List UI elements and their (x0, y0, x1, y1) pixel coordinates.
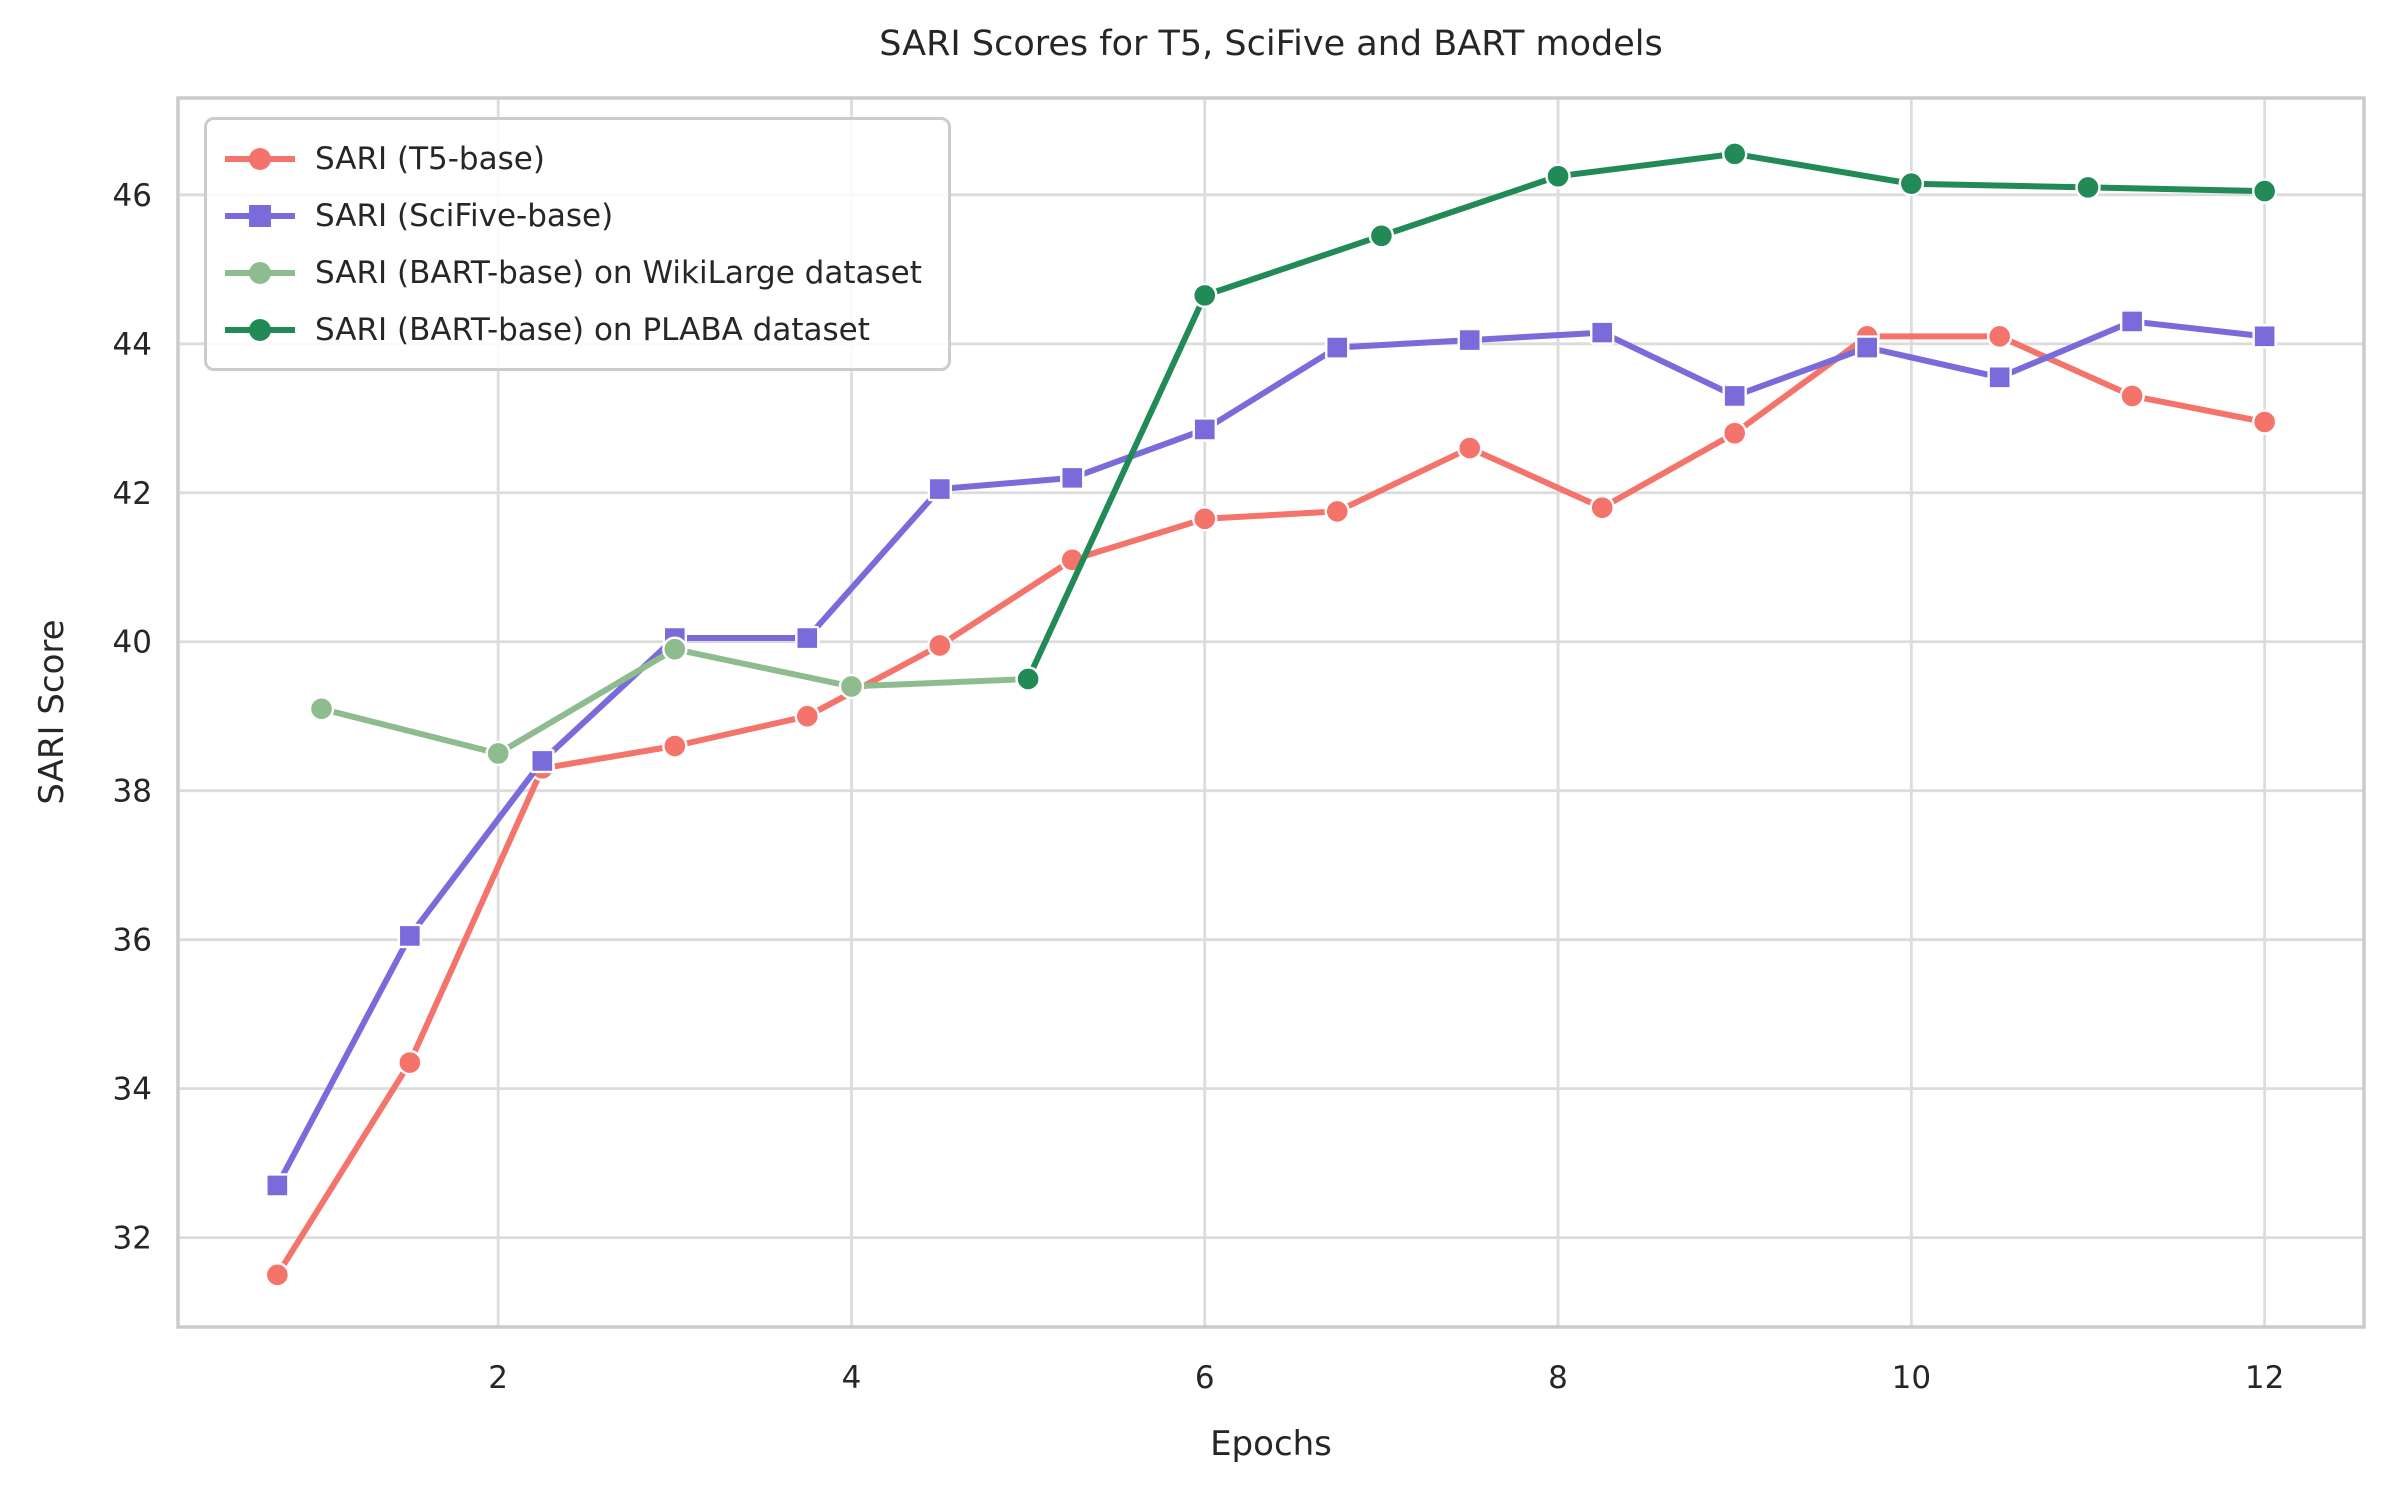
data-point-marker (1987, 365, 2012, 390)
data-point-marker (927, 632, 953, 659)
x-tick-label: 10 (1892, 1360, 1931, 1396)
data-point-marker (1986, 323, 2013, 350)
data-point-marker (1589, 494, 1615, 521)
y-tick-label: 44 (113, 327, 152, 363)
y-axis-label: SARI Score (32, 619, 72, 805)
legend-item: SARI (T5-base) (223, 130, 922, 187)
chart-title: SARI Scores for T5, SciFive and BART mod… (879, 24, 1663, 64)
legend-label: SARI (SciFive-base) (315, 197, 614, 234)
legend-line-marker-icon (225, 318, 295, 341)
data-point-marker (1854, 335, 1880, 360)
legend-line-marker-icon (225, 204, 295, 227)
data-point-marker (1060, 465, 1085, 491)
x-tick-label: 12 (2245, 1360, 2284, 1396)
legend: SARI (T5-base) SARI (SciFive-base) SARI … (204, 117, 951, 371)
y-tick-label: 42 (113, 476, 152, 512)
data-point-marker (530, 748, 555, 774)
data-point-marker (795, 625, 820, 651)
data-point-marker (1192, 506, 1218, 532)
data-point-marker (838, 673, 865, 700)
legend-item: SARI (BART-base) on WikiLarge dataset (223, 244, 922, 301)
data-point-marker (1721, 141, 1748, 167)
data-point-marker (1015, 666, 1041, 692)
legend-line-marker-icon (225, 261, 295, 284)
data-point-marker (2119, 383, 2145, 409)
data-point-marker (1368, 223, 1395, 249)
y-tick-label: 36 (113, 923, 152, 959)
data-point-marker (1545, 163, 1571, 189)
legend-item: SARI (SciFive-base) (223, 187, 922, 244)
data-point-marker (794, 703, 821, 729)
data-point-marker (2251, 409, 2278, 435)
data-point-marker (927, 476, 952, 502)
data-point-marker (308, 696, 335, 722)
legend-label: SARI (BART-base) on WikiLarge dataset (315, 254, 922, 291)
data-point-marker (265, 1173, 290, 1198)
y-tick-label: 40 (113, 625, 152, 661)
y-tick-label: 34 (113, 1072, 152, 1108)
data-point-marker (1590, 320, 1615, 345)
y-tick-label: 32 (113, 1221, 152, 1257)
legend-label: SARI (T5-base) (315, 140, 545, 177)
data-point-marker (662, 733, 688, 759)
x-tick-label: 2 (488, 1360, 508, 1396)
data-point-marker (1722, 383, 1747, 409)
legend-label: SARI (BART-base) on PLABA dataset (315, 311, 870, 348)
data-point-marker (1721, 420, 1748, 446)
data-point-marker (1325, 335, 1350, 360)
data-point-marker (1457, 327, 1482, 353)
data-point-marker (264, 1262, 291, 1288)
data-point-marker (1324, 498, 1350, 525)
series-line-0 (274, 333, 2268, 1278)
data-point-marker (397, 923, 423, 949)
legend-line-marker-icon (225, 147, 295, 170)
y-tick-label: 38 (113, 774, 152, 810)
series-line-1 (274, 318, 2268, 1189)
data-point-marker (397, 1049, 423, 1076)
data-point-marker (1898, 170, 1925, 197)
plot-border (176, 96, 2366, 1329)
data-point-marker (1192, 282, 1218, 309)
x-tick-label: 6 (1195, 1360, 1215, 1396)
x-tick-label: 4 (842, 1360, 862, 1396)
data-point-marker (2119, 309, 2145, 334)
x-axis-label: Epochs (1210, 1424, 1332, 1464)
data-point-marker (1192, 417, 1217, 442)
data-point-marker (2252, 324, 2277, 349)
x-tick-label: 8 (1548, 1360, 1568, 1396)
series-line-3 (1025, 150, 2268, 682)
data-point-marker (2251, 178, 2278, 204)
data-point-marker (2075, 174, 2101, 201)
data-point-marker (485, 740, 511, 767)
legend-item: SARI (BART-base) on PLABA dataset (223, 301, 922, 358)
data-point-marker (1457, 435, 1483, 461)
y-tick-label: 46 (113, 178, 152, 214)
data-point-marker (662, 636, 688, 662)
